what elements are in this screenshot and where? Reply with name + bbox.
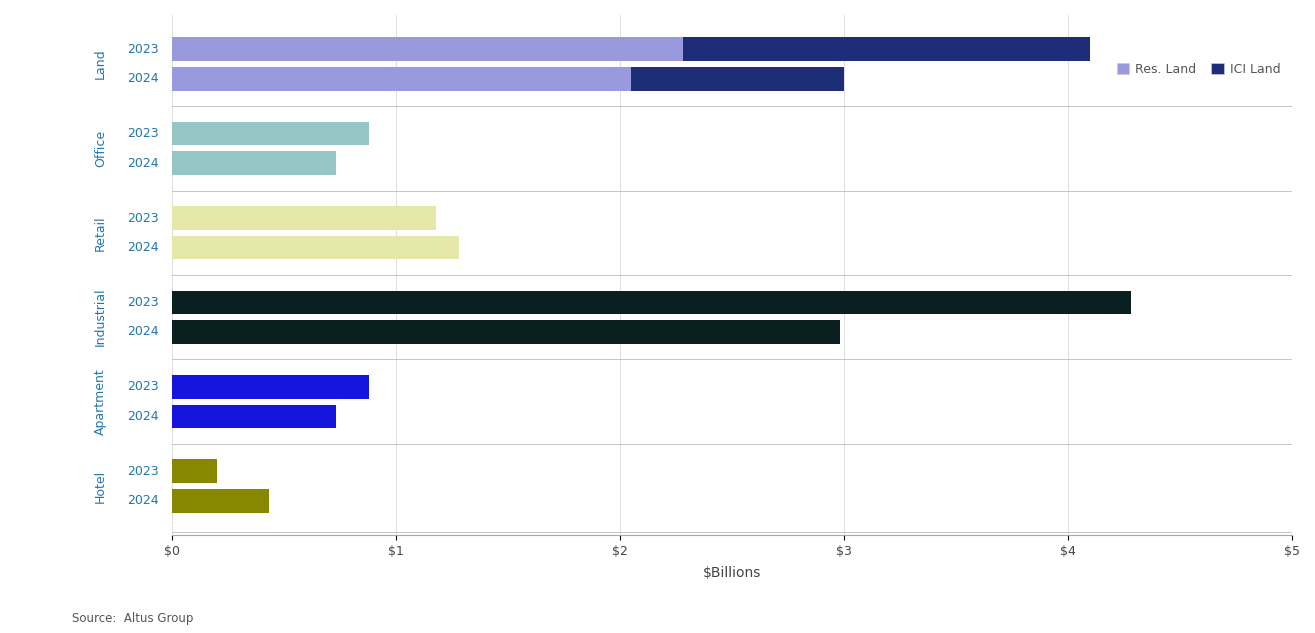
Text: 2023: 2023 [128, 127, 159, 140]
Text: 2024: 2024 [128, 410, 159, 423]
Bar [172, 291, 1131, 314]
Text: Industrial: Industrial [95, 288, 107, 346]
Text: 2023: 2023 [128, 211, 159, 225]
Text: Apartment: Apartment [95, 368, 107, 435]
Text: Retail: Retail [95, 215, 107, 251]
Text: 2023: 2023 [128, 296, 159, 309]
Bar [172, 235, 459, 260]
Text: 2023: 2023 [128, 42, 159, 56]
Text: 2023: 2023 [128, 380, 159, 393]
Text: Hotel: Hotel [95, 470, 107, 503]
Text: 2024: 2024 [128, 241, 159, 254]
Text: Source:  Altus Group: Source: Altus Group [72, 611, 193, 625]
Bar [172, 206, 437, 230]
Bar [172, 151, 335, 175]
Bar [172, 375, 370, 399]
Text: 2024: 2024 [128, 72, 159, 85]
Bar [172, 489, 268, 513]
Bar [631, 67, 844, 91]
Bar [682, 37, 1090, 61]
Bar [172, 460, 217, 483]
Text: Office: Office [95, 130, 107, 167]
Bar [172, 320, 839, 344]
Bar [172, 67, 631, 91]
Bar [172, 122, 370, 146]
Text: 2024: 2024 [128, 156, 159, 170]
Text: Land: Land [95, 49, 107, 79]
Text: 2024: 2024 [128, 494, 159, 507]
Text: 2024: 2024 [128, 325, 159, 339]
Bar [172, 404, 335, 428]
X-axis label: $Billions: $Billions [704, 566, 761, 580]
Text: 2023: 2023 [128, 465, 159, 478]
Bar [172, 37, 682, 61]
Legend: Res. Land, ICI Land: Res. Land, ICI Land [1111, 58, 1286, 80]
